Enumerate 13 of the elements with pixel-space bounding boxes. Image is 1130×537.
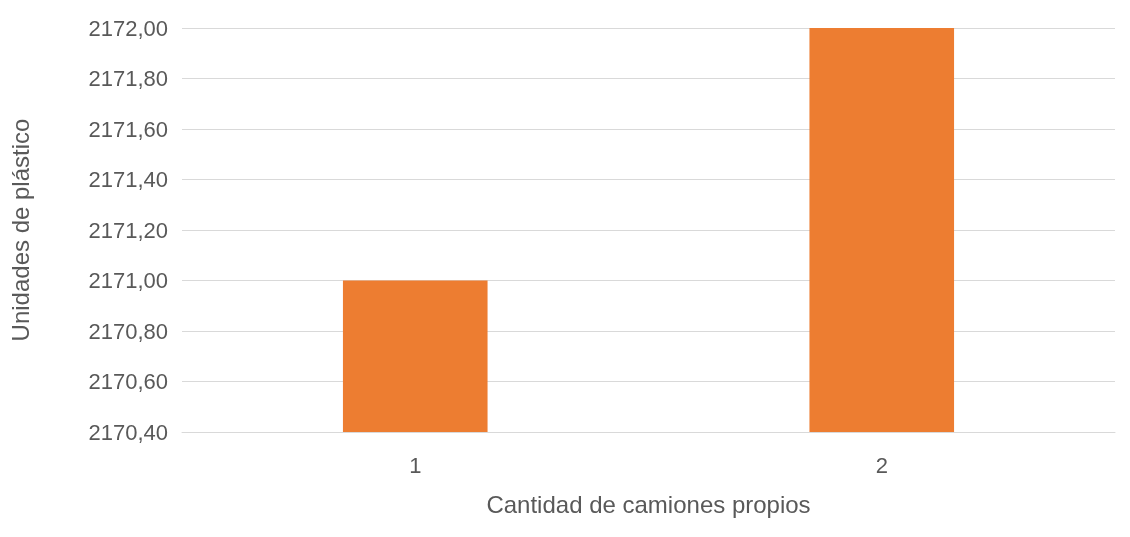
y-tick-label: 2171,60 (88, 116, 168, 142)
y-tick-label: 2171,20 (88, 217, 168, 243)
y-tick-label: 2170,40 (88, 419, 168, 445)
y-tick-label: 2170,80 (88, 318, 168, 344)
y-axis-title: Unidades de plástico (6, 118, 34, 342)
x-axis-title: Cantidad de camiones propios (486, 490, 811, 518)
y-tick-label: 2170,60 (88, 369, 168, 394)
y-tick-label: 2171,00 (88, 268, 168, 293)
y-tick-label: 2171,40 (88, 167, 168, 192)
x-tick-label: 2 (875, 452, 888, 478)
x-tick-label: 1 (409, 452, 422, 478)
y-tick-label: 2172,00 (88, 15, 168, 41)
y-tick-label: 2171,80 (88, 66, 168, 91)
